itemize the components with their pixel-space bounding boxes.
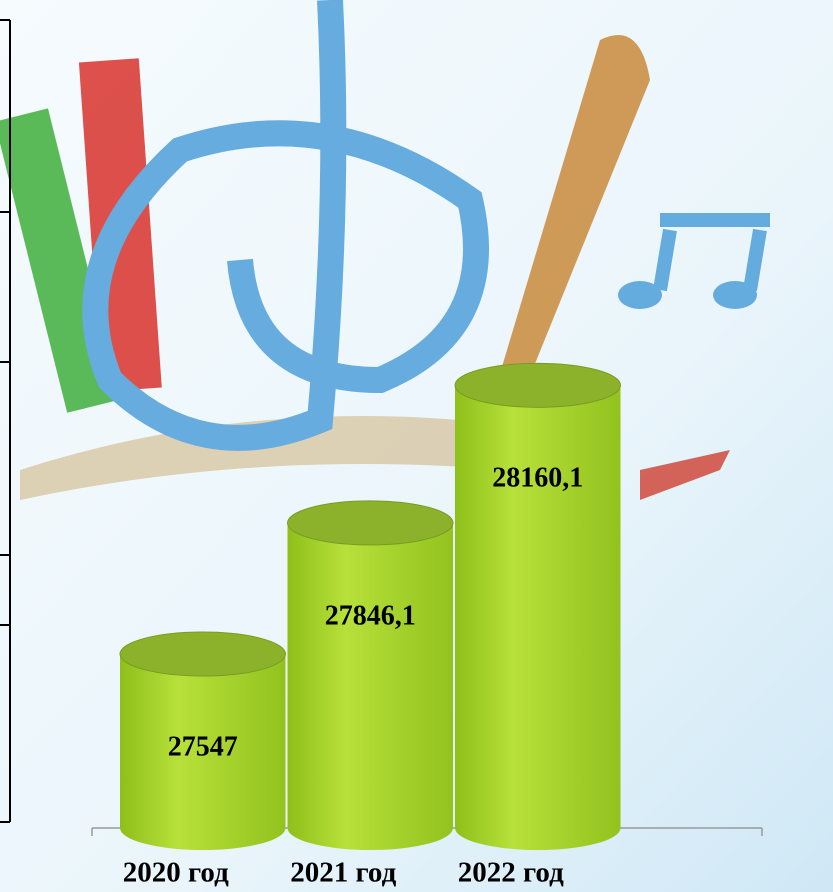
bar (287, 522, 453, 850)
bar (455, 385, 621, 850)
bar-top (119, 631, 286, 677)
value-label: 27846,1 (325, 600, 416, 631)
bar-top (454, 362, 621, 408)
value-label: 28160,1 (492, 463, 583, 494)
decoration (0, 0, 770, 500)
bar-top (287, 500, 454, 546)
bar (120, 654, 286, 850)
value-label: 27547 (168, 731, 238, 762)
x-tick-label: 2020 год (123, 857, 229, 889)
table-edge (0, 19, 11, 823)
x-tick-label: 2022 год (458, 857, 564, 889)
x-tick-label: 2021 год (290, 857, 396, 889)
